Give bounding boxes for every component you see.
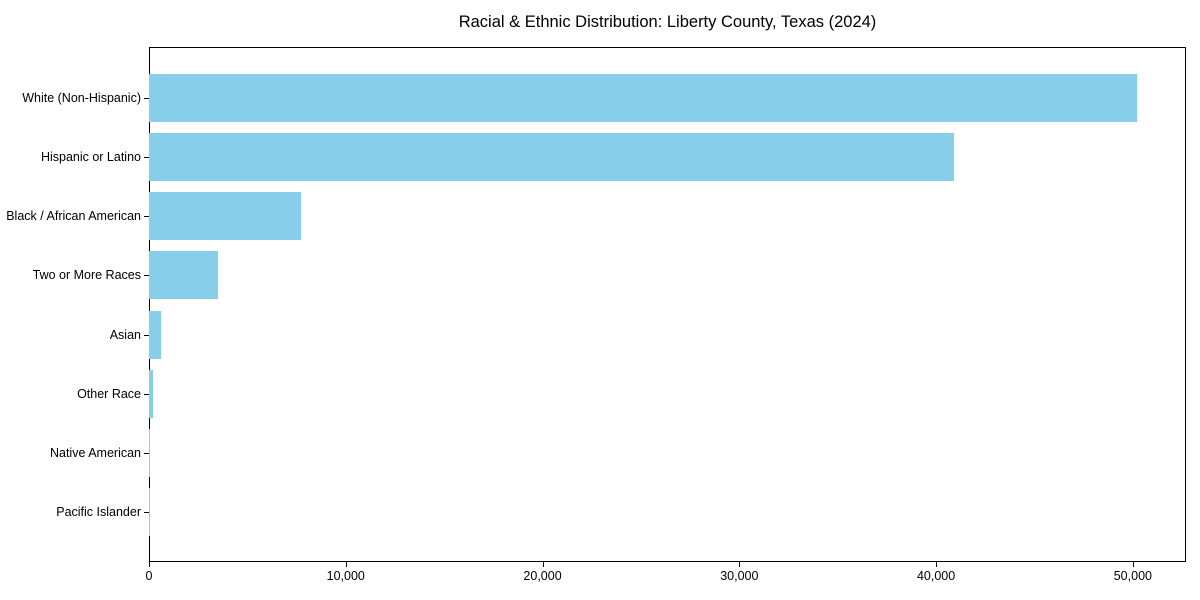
- x-axis-tick-label: 0: [145, 569, 153, 583]
- x-axis-tick-label: 20,000: [523, 569, 562, 583]
- y-axis-label: Native American: [49, 445, 141, 460]
- y-axis-label: Hispanic or Latino: [40, 150, 141, 165]
- plot-area: [149, 47, 1186, 562]
- bar: [149, 251, 218, 300]
- y-axis-label: Asian: [109, 327, 141, 342]
- bar: [149, 428, 151, 477]
- y-axis-label: Two or More Races: [32, 268, 141, 283]
- bar: [149, 310, 161, 359]
- x-axis-tick-label: 30,000: [720, 569, 759, 583]
- y-axis-label: Black / African American: [6, 209, 141, 224]
- x-axis-tick: [542, 562, 544, 567]
- y-axis-label: White (Non-Hispanic): [22, 91, 141, 105]
- x-axis-tick: [936, 562, 938, 567]
- x-axis-tick: [1132, 562, 1134, 567]
- y-axis-label: Pacific Islander: [56, 504, 141, 519]
- y-axis-tick: [144, 157, 149, 159]
- y-axis-tick: [144, 98, 149, 99]
- y-axis-tick: [144, 275, 149, 277]
- x-axis-tick-label: 40,000: [916, 569, 956, 583]
- y-axis-tick: [144, 216, 149, 218]
- x-axis-tick-label: 50,000: [1113, 569, 1152, 583]
- x-axis-tick-label: 10,000: [326, 569, 365, 583]
- x-axis-tick: [739, 562, 741, 567]
- y-axis-tick: [144, 511, 149, 513]
- chart-title: Racial & Ethnic Distribution: Liberty Co…: [458, 13, 877, 31]
- bar: [149, 192, 301, 241]
- y-axis-tick: [144, 393, 149, 395]
- y-axis-tick: [144, 452, 149, 454]
- bar: [149, 133, 954, 182]
- y-axis-tick: [144, 334, 149, 336]
- bar: [149, 74, 1137, 122]
- bar: [149, 369, 154, 418]
- x-axis-tick: [149, 562, 150, 567]
- y-axis-label: Other Race: [77, 386, 141, 401]
- x-axis-tick: [345, 562, 347, 567]
